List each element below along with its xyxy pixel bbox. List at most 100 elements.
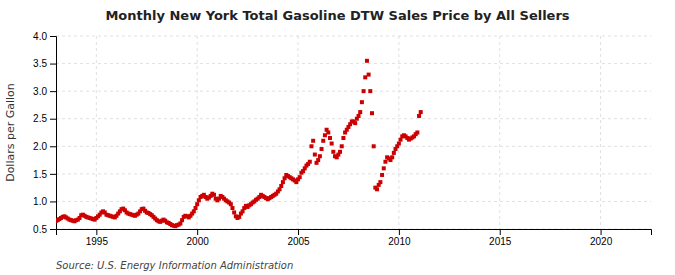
tick-mark bbox=[50, 229, 56, 230]
tick-mark bbox=[500, 229, 501, 235]
tick: 2000 bbox=[187, 229, 210, 247]
point bbox=[195, 202, 199, 206]
tick-label: 3.5 bbox=[33, 58, 47, 69]
tick-label: 2020 bbox=[590, 236, 613, 247]
y-axis: 0.5 1.0 1.5 2.0 2.5 3.0 3.5 4.0 bbox=[33, 31, 56, 235]
grid-line bbox=[56, 63, 651, 64]
tick-mark bbox=[50, 146, 56, 147]
point bbox=[331, 150, 335, 154]
chart: 1995 2000 2005 2010 2015 2020 0.5 1.0 1.5 2.0 2.5 3… bbox=[0, 0, 675, 275]
point bbox=[232, 210, 236, 214]
tick: 4.0 bbox=[33, 31, 56, 42]
point bbox=[392, 151, 396, 155]
tick-mark bbox=[197, 229, 198, 235]
tick-mark bbox=[50, 64, 56, 65]
point bbox=[340, 144, 344, 148]
grid bbox=[56, 36, 651, 229]
tick-mark bbox=[96, 229, 97, 235]
x-axis: 1995 2000 2005 2010 2015 2020 bbox=[57, 229, 652, 247]
tick-label: 1995 bbox=[86, 236, 109, 247]
tick-mark bbox=[50, 201, 56, 202]
point bbox=[194, 206, 198, 210]
point bbox=[326, 131, 330, 135]
point bbox=[279, 184, 283, 188]
title: Monthly New York Total Gasoline DTW Sale… bbox=[105, 8, 569, 23]
tick: 1.5 bbox=[33, 169, 56, 180]
tick-label: 1.5 bbox=[33, 169, 47, 180]
point bbox=[362, 89, 366, 93]
point bbox=[360, 100, 364, 104]
plot-area: 1995 2000 2005 2010 2015 2020 0.5 1.0 1.5 2.0 2.5 3… bbox=[33, 31, 651, 247]
point bbox=[281, 180, 285, 184]
tick: 2020 bbox=[590, 229, 613, 247]
point bbox=[318, 154, 322, 158]
tick-label: 2005 bbox=[287, 236, 310, 247]
point bbox=[320, 147, 324, 151]
point bbox=[382, 166, 386, 170]
tick-label: 2.5 bbox=[33, 113, 47, 124]
point bbox=[229, 202, 233, 206]
point bbox=[357, 114, 361, 118]
point bbox=[365, 59, 369, 63]
point bbox=[309, 144, 313, 148]
tick-mark bbox=[601, 229, 602, 235]
tick: 1.0 bbox=[33, 196, 56, 207]
grid-line bbox=[56, 36, 651, 37]
y-axis-title: Dollars per Gallon bbox=[4, 83, 17, 182]
axis-line bbox=[50, 37, 57, 230]
point bbox=[419, 110, 423, 114]
point bbox=[358, 110, 362, 114]
tick: 2015 bbox=[489, 229, 512, 247]
point bbox=[298, 175, 302, 179]
grid-line bbox=[56, 146, 651, 147]
grid-line bbox=[398, 36, 399, 229]
grid-line bbox=[600, 36, 601, 229]
tick-label: 1.0 bbox=[33, 196, 47, 207]
point bbox=[353, 121, 357, 125]
axis-line bbox=[57, 230, 652, 236]
tick: 3.5 bbox=[33, 58, 56, 69]
point bbox=[370, 111, 374, 115]
point bbox=[330, 142, 334, 146]
tick-mark bbox=[298, 229, 299, 235]
point bbox=[397, 142, 401, 146]
grid-line bbox=[56, 118, 651, 119]
point bbox=[313, 153, 317, 157]
points bbox=[56, 59, 423, 228]
grid-line bbox=[96, 36, 97, 229]
tick: 2005 bbox=[287, 229, 310, 247]
tick-label: 2010 bbox=[388, 236, 411, 247]
tick-label: 2015 bbox=[489, 236, 512, 247]
tick-mark bbox=[50, 91, 56, 92]
point bbox=[316, 158, 320, 162]
point bbox=[341, 136, 345, 140]
point bbox=[415, 131, 419, 135]
tick-mark bbox=[399, 229, 400, 235]
point bbox=[230, 206, 234, 210]
tick-mark bbox=[50, 36, 56, 37]
grid-line bbox=[56, 91, 651, 92]
tick: 2.5 bbox=[33, 113, 56, 124]
grid-line bbox=[56, 173, 651, 174]
tick-mark bbox=[50, 119, 56, 120]
source-note: Source: U.S. Energy Information Administ… bbox=[56, 260, 293, 271]
point bbox=[390, 155, 394, 159]
point bbox=[368, 89, 372, 93]
tick: 2010 bbox=[388, 229, 411, 247]
point bbox=[308, 160, 312, 164]
tick: 3.0 bbox=[33, 86, 56, 97]
tick-label: 2000 bbox=[187, 236, 210, 247]
point bbox=[372, 144, 376, 148]
tick-mark bbox=[50, 174, 56, 175]
tick-label: 2.0 bbox=[33, 141, 47, 152]
point bbox=[321, 139, 325, 143]
point bbox=[338, 150, 342, 154]
tick-label: 3.0 bbox=[33, 86, 47, 97]
point bbox=[328, 136, 332, 140]
tick-label: 4.0 bbox=[33, 31, 47, 42]
point bbox=[417, 114, 421, 118]
tick: 1995 bbox=[86, 229, 109, 247]
point bbox=[311, 139, 315, 143]
tick-label: 0.5 bbox=[33, 224, 47, 235]
point bbox=[367, 73, 371, 77]
